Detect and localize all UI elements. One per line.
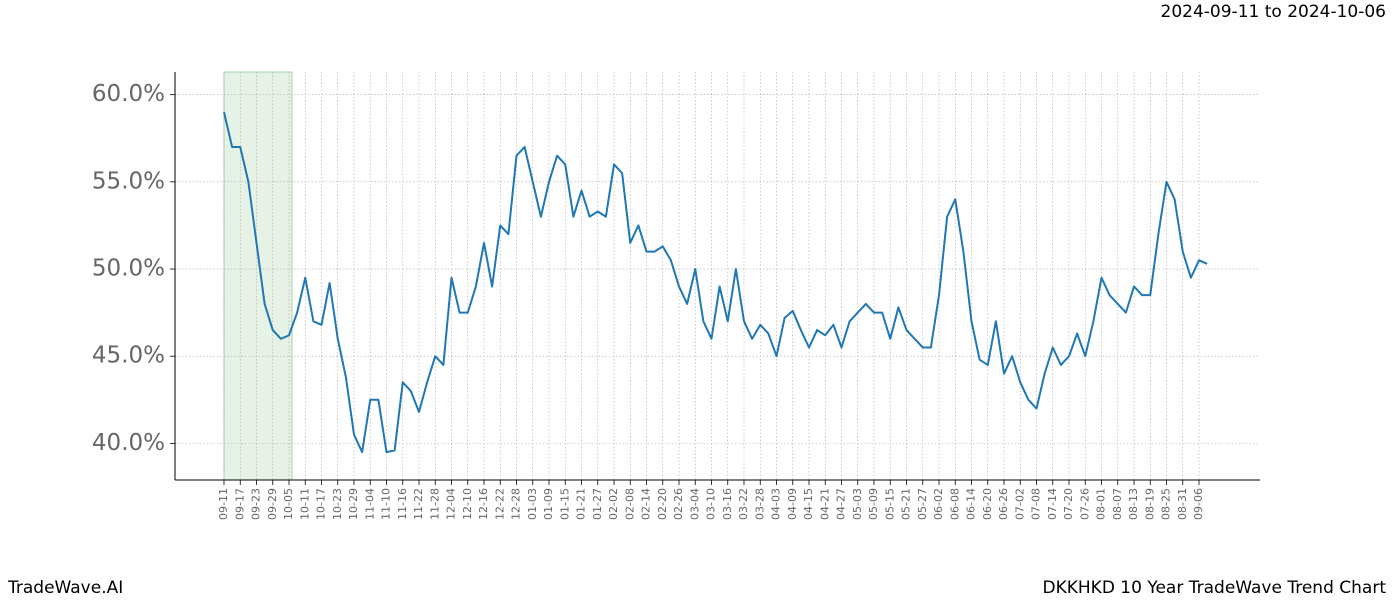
x-tick-label: 06-20 — [981, 488, 994, 520]
chart-title: DKKHKD 10 Year TradeWave Trend Chart — [1043, 578, 1387, 598]
y-tick-label: 40.0% — [92, 430, 165, 456]
x-tick-label: 12-16 — [477, 488, 490, 520]
subtitle: 2024-09-11 to 2024-10-06 — [1161, 2, 1386, 22]
x-tick-label: 05-21 — [900, 488, 913, 520]
x-tick-label: 01-15 — [558, 488, 571, 520]
x-tick-label: 08-07 — [1111, 488, 1124, 520]
x-tick-label: 06-14 — [965, 488, 978, 520]
x-tick-label: 03-10 — [705, 488, 718, 520]
x-tick-label: 02-14 — [640, 488, 653, 520]
x-tick-label: 10-29 — [347, 488, 360, 520]
x-tick-label: 06-26 — [997, 488, 1010, 520]
plot-area: 09-11 09-17 09-23 09-29 10-05 10-11 10-17 10-23… — [92, 72, 1260, 520]
y-tick-label: 55.0% — [92, 168, 165, 194]
x-tick-label: 10-17 — [315, 488, 328, 520]
x-tick-label: 10-11 — [298, 488, 311, 520]
x-tick-label: 07-02 — [1013, 488, 1026, 520]
x-tick-label: 11-22 — [412, 488, 425, 520]
x-tick-label: 03-04 — [688, 488, 701, 520]
x-tick-label: 09-29 — [266, 488, 279, 520]
x-tick-label: 03-28 — [753, 488, 766, 520]
x-tick-label: 05-09 — [867, 488, 880, 520]
x-tick-label: 08-13 — [1127, 488, 1140, 520]
x-tick-label: 04-09 — [786, 488, 799, 520]
x-tick-label: 12-04 — [445, 488, 458, 520]
x-tick-label: 09-11 — [217, 488, 230, 520]
x-tick-label: 10-05 — [282, 488, 295, 520]
line-series — [223, 111, 1208, 454]
x-tick-label: 12-10 — [461, 488, 474, 520]
x-tick-label: 11-16 — [396, 488, 409, 520]
x-tick-label: 04-27 — [835, 488, 848, 520]
x-tick-label: 07-20 — [1062, 488, 1075, 520]
x-tick-label: 05-03 — [851, 488, 864, 520]
x-tick-label: 01-27 — [591, 488, 604, 520]
x-tick-label: 07-08 — [1030, 488, 1043, 520]
x-tick-label: 09-17 — [233, 488, 246, 520]
x-tick-label: 01-21 — [575, 488, 588, 520]
x-tick-label: 02-26 — [672, 488, 685, 520]
x-tick-label: 09-06 — [1192, 488, 1205, 520]
x-tick-label: 07-14 — [1046, 488, 1059, 520]
highlight-window — [223, 71, 293, 481]
x-tick-label: 05-27 — [916, 488, 929, 520]
x-tick-label: 02-08 — [623, 488, 636, 520]
x-tick-label: 04-03 — [770, 488, 783, 520]
x-tick-label: 06-08 — [948, 488, 961, 520]
x-tick-label: 05-15 — [883, 488, 896, 520]
x-tick-label: 08-25 — [1160, 488, 1173, 520]
x-tick-label: 04-15 — [802, 488, 815, 520]
y-tick-label: 45.0% — [92, 343, 165, 369]
x-tick-label: 10-23 — [331, 488, 344, 520]
x-tick-label: 04-21 — [818, 488, 831, 520]
x-tick-label: 08-31 — [1176, 488, 1189, 520]
x-tick-label: 03-22 — [737, 488, 750, 520]
x-tick-label: 01-03 — [526, 488, 539, 520]
y-tick-label: 60.0% — [92, 81, 165, 107]
x-tick-label: 11-28 — [428, 488, 441, 520]
x-tick-label: 02-20 — [656, 488, 669, 520]
x-tick-label: 01-09 — [542, 488, 555, 520]
x-tick-label: 08-19 — [1143, 488, 1156, 520]
x-tick-label: 12-28 — [510, 488, 523, 520]
x-tick-label: 06-02 — [932, 488, 945, 520]
x-tick-label: 11-04 — [363, 488, 376, 520]
x-tick-label: 02-02 — [607, 488, 620, 520]
x-tick-label: 07-26 — [1078, 488, 1091, 520]
y-tick-label: 50.0% — [92, 256, 165, 282]
x-tick-label: 11-10 — [380, 488, 393, 520]
x-tick-label: 03-16 — [721, 488, 734, 520]
x-tick-label: 08-01 — [1095, 488, 1108, 520]
x-tick-label: 12-22 — [493, 488, 506, 520]
x-tick-label: 09-23 — [250, 488, 263, 520]
brand: TradeWave.AI — [7, 578, 123, 598]
